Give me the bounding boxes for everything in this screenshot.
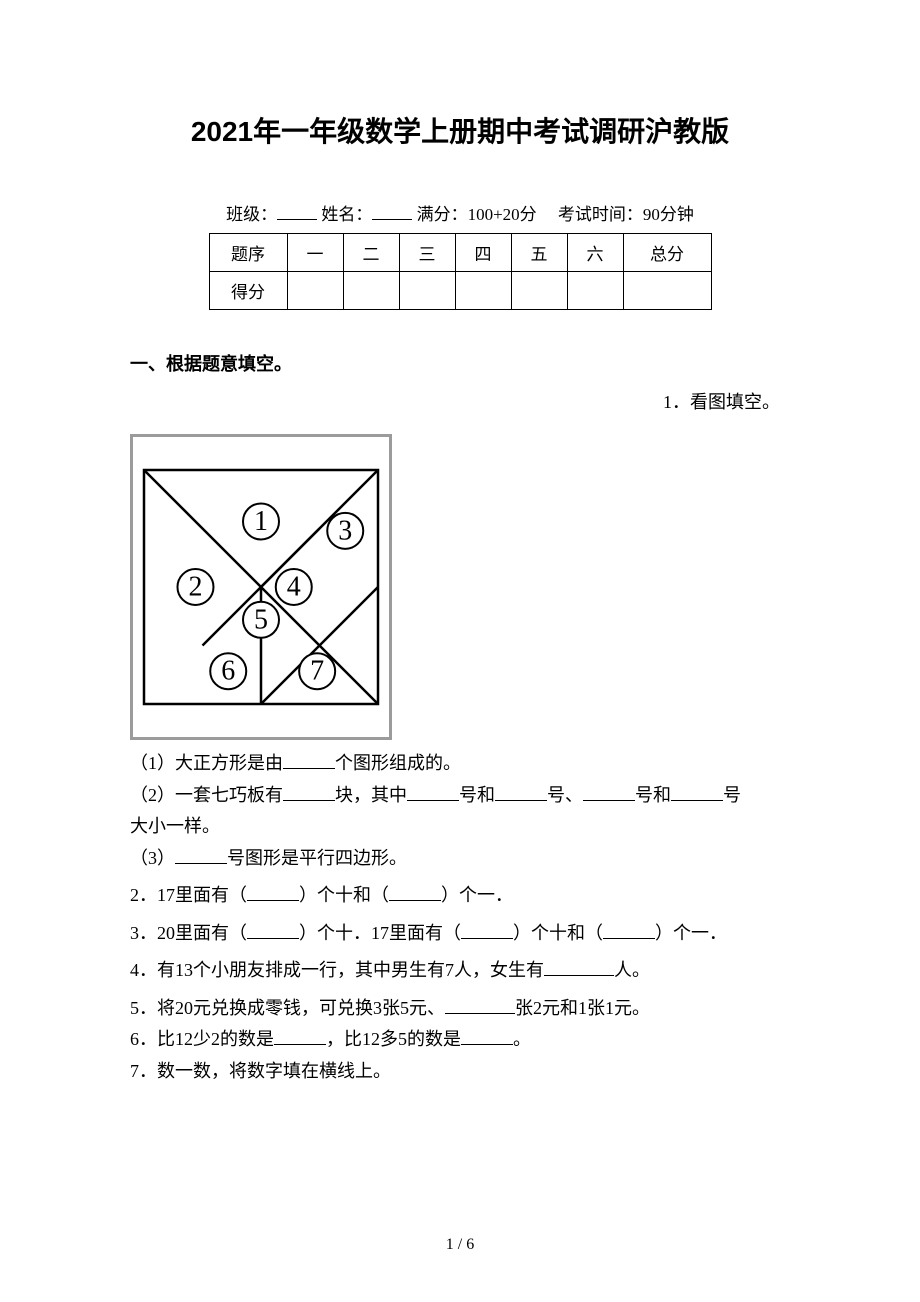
- table-cell: 一: [287, 234, 343, 272]
- text: 3．20里面有（: [130, 923, 247, 943]
- text: 6．比12少2的数是: [130, 1029, 274, 1049]
- text: 张2元和1张1元。: [515, 998, 650, 1018]
- svg-text:2: 2: [188, 572, 202, 603]
- table-cell: 五: [511, 234, 567, 272]
- table-cell[interactable]: [511, 272, 567, 310]
- table-row: 题序 一 二 三 四 五 六 总分: [209, 234, 711, 272]
- svg-text:6: 6: [221, 656, 235, 687]
- fill-blank[interactable]: [389, 885, 441, 901]
- svg-text:4: 4: [287, 572, 301, 603]
- text: 号和: [635, 785, 671, 805]
- text: 7．数一数，将数字填在横线上。: [130, 1061, 391, 1081]
- fill-blank[interactable]: [247, 885, 299, 901]
- fill-blank[interactable]: [603, 923, 655, 939]
- text: 。: [513, 1029, 531, 1049]
- text: 号、: [547, 785, 583, 805]
- text: 块，其中: [335, 785, 407, 805]
- section-heading: 一、根据题意填空。: [130, 350, 790, 376]
- text: （1）大正方形是由: [130, 753, 283, 773]
- fill-blank[interactable]: [583, 785, 635, 801]
- table-cell[interactable]: [343, 272, 399, 310]
- question-label: 1．看图填空。: [130, 388, 790, 414]
- text: ）个十和（: [513, 923, 603, 943]
- text: （3）: [130, 848, 175, 868]
- text: ）个十．17里面有（: [299, 923, 461, 943]
- table-cell: 六: [567, 234, 623, 272]
- fill-blank[interactable]: [495, 785, 547, 801]
- fill-blank[interactable]: [407, 785, 459, 801]
- table-cell[interactable]: [399, 272, 455, 310]
- page-title: 2021年一年级数学上册期中考试调研沪教版: [130, 110, 790, 150]
- meta-line: 班级： 姓名： 满分：100+20分 考试时间：90分钟: [130, 200, 790, 225]
- table-cell: 总分: [623, 234, 711, 272]
- table-cell[interactable]: [287, 272, 343, 310]
- table-cell: 二: [343, 234, 399, 272]
- svg-text:7: 7: [310, 656, 324, 687]
- text: 4．有13个小朋友排成一行，其中男生有7人，女生有: [130, 960, 544, 980]
- table-cell: 得分: [209, 272, 287, 310]
- text: ）个十和（: [299, 885, 389, 905]
- fill-blank[interactable]: [544, 960, 614, 976]
- table-row: 得分: [209, 272, 711, 310]
- table-cell[interactable]: [623, 272, 711, 310]
- page-footer: 1 / 6: [0, 1236, 920, 1254]
- text: 2．17里面有（: [130, 885, 247, 905]
- text: ）个一．: [441, 885, 513, 905]
- tangram-figure: 1 2 3 456 7: [130, 434, 790, 740]
- text: 号和: [459, 785, 495, 805]
- time-value: 90分钟: [643, 205, 694, 224]
- fill-blank[interactable]: [274, 1029, 326, 1045]
- svg-text:3: 3: [338, 515, 352, 546]
- fill-blank[interactable]: [671, 785, 723, 801]
- text: 号图形是平行四边形。: [227, 848, 407, 868]
- text: ）个一．: [655, 923, 727, 943]
- tangram-svg: 1 2 3 456 7: [130, 434, 392, 740]
- fullmark-label: 满分：: [417, 205, 468, 224]
- time-label: 考试时间：: [558, 205, 643, 224]
- table-cell: 四: [455, 234, 511, 272]
- name-blank[interactable]: [372, 202, 412, 220]
- text: 人。: [614, 960, 650, 980]
- name-label: 姓名：: [321, 205, 372, 224]
- fill-blank[interactable]: [461, 923, 513, 939]
- svg-text:1: 1: [254, 506, 268, 537]
- text: 大小一样。: [130, 816, 220, 836]
- fill-blank[interactable]: [283, 785, 335, 801]
- class-label: 班级：: [226, 205, 277, 224]
- text: ，比12多5的数是: [326, 1029, 461, 1049]
- svg-text:5: 5: [254, 604, 268, 635]
- table-cell: 题序: [209, 234, 287, 272]
- fill-blank[interactable]: [247, 923, 299, 939]
- table-cell: 三: [399, 234, 455, 272]
- table-cell[interactable]: [567, 272, 623, 310]
- fullmark-value: 100+20分: [468, 205, 537, 224]
- fill-blank[interactable]: [461, 1029, 513, 1045]
- fill-blank[interactable]: [445, 998, 515, 1014]
- text: 5．将20元兑换成零钱，可兑换3张5元、: [130, 998, 445, 1018]
- score-table: 题序 一 二 三 四 五 六 总分 得分: [209, 233, 712, 310]
- fill-blank[interactable]: [283, 753, 335, 769]
- fill-blank[interactable]: [175, 848, 227, 864]
- text: 个图形组成的。: [335, 753, 461, 773]
- question-body: （1）大正方形是由 个图形组成的。 （2）一套七巧板有 块，其中 号和 号、 号和 号 大小…: [130, 748, 790, 1087]
- class-blank[interactable]: [277, 202, 317, 220]
- table-cell[interactable]: [455, 272, 511, 310]
- text: 号: [723, 785, 741, 805]
- text: （2）一套七巧板有: [130, 785, 283, 805]
